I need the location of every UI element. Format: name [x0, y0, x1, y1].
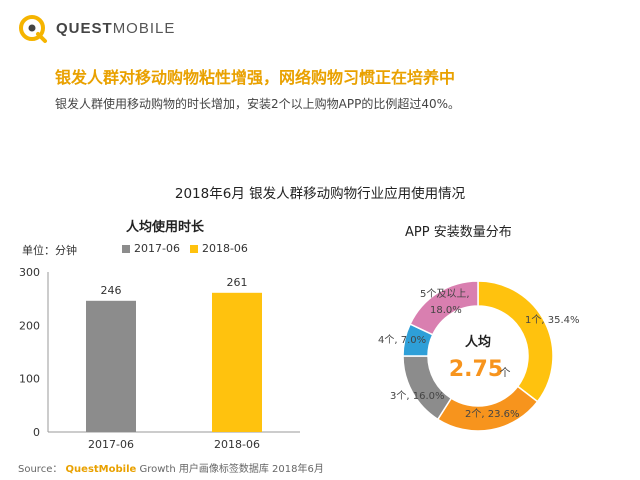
source-text: Growth 用户画像标签数据库 2018年6月	[136, 464, 324, 475]
donut-slice	[477, 280, 554, 403]
donut-slice-label: 1个, 35.4%	[525, 314, 580, 326]
page-subline: 银发人群使用移动购物的时长增加，安装2个以上购物APP的比例超过40%。	[55, 97, 460, 111]
bar-x-tick-label: 2018-06	[214, 438, 260, 451]
donut-chart-title: APP 安装数量分布	[405, 225, 512, 240]
donut-slice-label: 2个, 23.6%	[465, 408, 520, 420]
bar-chart-title: 人均使用时长	[126, 220, 205, 235]
questmobile-logo-icon	[19, 15, 47, 43]
donut-slice	[409, 280, 479, 336]
brand-name: QUESTMOBILE	[56, 19, 176, 37]
donut-center-value: 2.75	[449, 357, 503, 382]
bar	[86, 300, 136, 432]
legend-swatch-2017	[122, 244, 130, 253]
legend-item-2017: 2017-06	[122, 242, 180, 255]
bar-value-label: 246	[101, 284, 122, 297]
source-note: Source： QuestMobile Growth 用户画像标签数据库 201…	[18, 460, 324, 475]
donut-slice	[402, 355, 453, 421]
donut-center-label: 人均	[465, 334, 491, 350]
bar	[212, 292, 262, 432]
donut-slice-label: 3个, 16.0%	[390, 390, 445, 402]
main-chart-title: 2018年6月 银发人群移动购物行业应用使用情况	[174, 186, 466, 202]
legend-label-2017: 2017-06	[134, 242, 180, 255]
donut-slice-label: 5个及以上,	[420, 288, 470, 300]
legend-item-2018: 2018-06	[189, 242, 248, 255]
legend-label-2018: 2018-06	[201, 242, 248, 255]
page-headline: 银发人群对移动购物粘性增强，网络购物习惯正在培养中	[55, 68, 456, 87]
unit-label: 单位：分钟	[22, 244, 77, 257]
bar-x-tick-label: 2017-06	[88, 438, 134, 451]
legend-swatch-2018	[189, 244, 198, 253]
donut-slice-label: 4个, 7.0%	[378, 334, 426, 346]
bar-y-tick-label: 0	[33, 426, 40, 439]
donut-slice-label: 18.0%	[430, 305, 462, 316]
source-prefix: Source：	[18, 464, 63, 475]
bar-y-tick-label: 300	[19, 266, 40, 279]
logo: QUESTMOBILE	[16, 12, 175, 44]
bar-value-label: 261	[227, 276, 248, 289]
source-brand: QuestMobile	[65, 464, 137, 475]
bar-y-tick-label: 200	[19, 319, 40, 332]
bar-legend: 2017-06 2018-06	[122, 242, 258, 255]
bar-y-tick-label: 100	[19, 373, 40, 386]
donut-center-unit: 个	[500, 366, 511, 379]
